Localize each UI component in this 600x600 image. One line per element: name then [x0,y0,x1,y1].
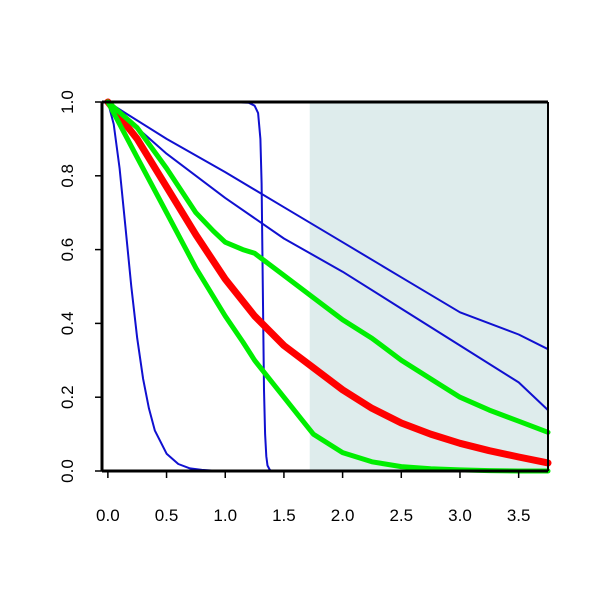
y-tick-label: 0.6 [58,238,77,262]
axes-layer [100,100,549,473]
x-tick-label: 1.5 [272,506,296,525]
series-line-3 [106,101,549,412]
x-tick-label: 2.5 [389,506,413,525]
x-tick-label: 3.0 [448,506,472,525]
shaded-region [309,102,548,471]
x-tick-label: 2.0 [331,506,355,525]
y-tick-label: 0.0 [58,459,77,483]
x-tick-label: 1.0 [213,506,237,525]
x-tick-label: 0.0 [96,506,120,525]
shaded-region-layer [309,102,548,471]
y-tick-label: 0.4 [58,312,77,336]
x-axis-ticks: 0.0 0.5 1.0 1.5 2.0 2.5 3.0 3.5 [96,471,530,525]
x-tick-label: 3.5 [507,506,531,525]
y-tick-label: 1.0 [58,90,77,114]
series-line-4 [106,101,549,351]
x-tick-label: 0.5 [155,506,179,525]
y-tick-label: 0.2 [58,385,77,409]
series-line-6 [105,99,551,435]
y-axis-ticks: 0.0 0.2 0.4 0.6 0.8 1.0 [58,90,102,483]
series-line-5 [104,98,552,467]
y-tick-label: 0.8 [58,164,77,188]
